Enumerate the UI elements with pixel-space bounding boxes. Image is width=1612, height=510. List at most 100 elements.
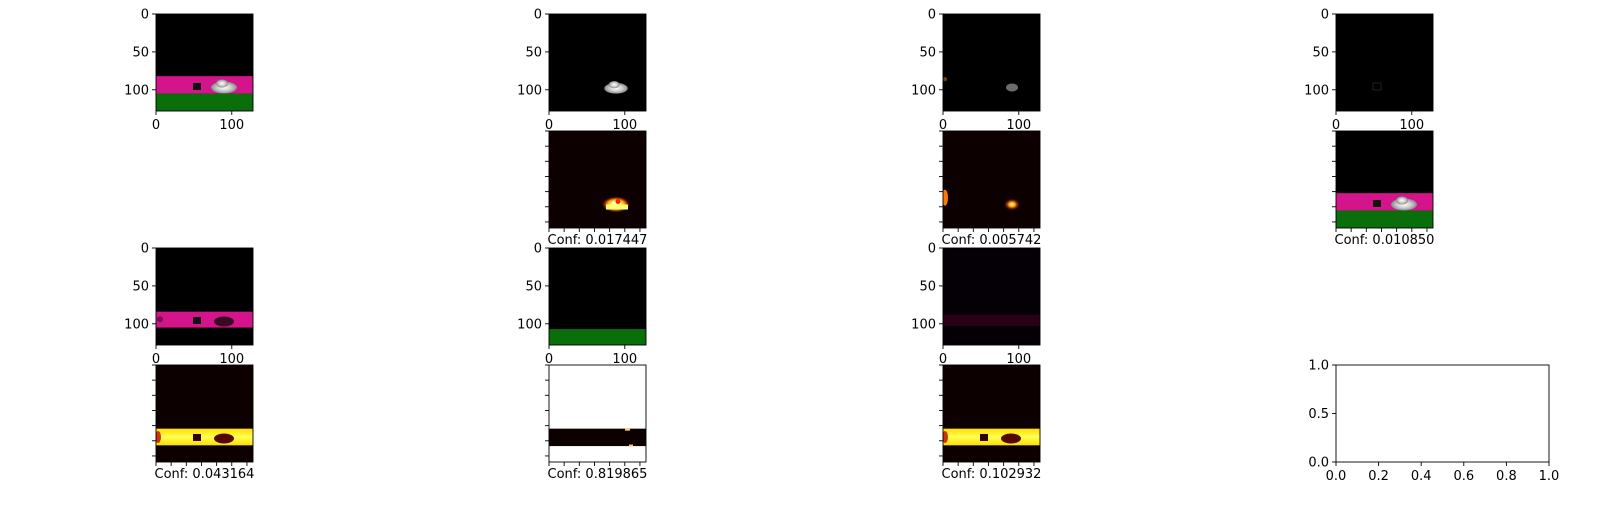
subplot-r2-c3: Conf: 0.005742 (939, 130, 1042, 248)
road-faint (943, 314, 1040, 327)
confidence-caption: Conf: 0.819865 (548, 467, 648, 482)
axes-frame (1335, 130, 1434, 229)
x-tick-label: 100 (612, 352, 637, 367)
car-faint (1006, 83, 1018, 92)
axes-frame (155, 364, 254, 463)
heat-object (980, 433, 988, 441)
confidence-caption: Conf: 0.017447 (548, 233, 648, 248)
heat-peak (615, 198, 621, 204)
axes-frame (548, 247, 647, 346)
faint-object (1372, 82, 1382, 91)
x-tick-label: 0 (939, 118, 947, 133)
x-tick-label: 100 (219, 352, 244, 367)
y-tick-label: 0.0 (1308, 456, 1329, 471)
x-tick-label: 100 (1006, 118, 1031, 133)
grass-region (549, 329, 646, 345)
heatmap-image (943, 131, 1040, 228)
axes-frame (1335, 364, 1550, 463)
heat-background (943, 365, 1040, 462)
heat-edge (943, 189, 948, 206)
x-tick-label: 0 (939, 352, 947, 367)
axes-frame (155, 247, 254, 346)
subplot-r4-c2: Conf: 0.819865 (545, 364, 648, 482)
y-tick-label: 100 (124, 317, 149, 332)
heat-background (549, 131, 646, 228)
subplot-r1-c2: 0 50 100 0 100 (517, 8, 647, 133)
heat-road-band (156, 428, 253, 446)
y-tick-label: 100 (911, 83, 936, 98)
x-tick-label: 100 (612, 118, 637, 133)
grass-region (1336, 210, 1433, 228)
heat-fleck (625, 428, 630, 431)
heatmap-image (943, 365, 1040, 462)
car-roof (608, 81, 620, 89)
y-tick-label: 50 (1312, 45, 1329, 60)
y-tick-label: 1.0 (1308, 359, 1329, 374)
road-region (156, 76, 253, 94)
car-shadow (214, 316, 234, 327)
axes-frame (548, 364, 647, 463)
axes-frame (942, 130, 1041, 229)
x-tick-label: 0 (545, 352, 553, 367)
axes-frame (548, 130, 647, 229)
segmentation-image (943, 248, 1040, 345)
confidence-caption: Conf: 0.043164 (155, 467, 255, 482)
segmentation-image (549, 248, 646, 345)
heat-edge (156, 430, 161, 443)
y-tick-label: 0 (1321, 8, 1329, 23)
road-region (156, 311, 253, 328)
axes-frame (1335, 13, 1434, 112)
heat-background (549, 365, 646, 462)
heat-edge (943, 430, 948, 443)
y-tick-label: 100 (124, 83, 149, 98)
y-tick-label: 50 (919, 279, 936, 294)
segmentation-image (1336, 14, 1433, 111)
x-tick-label: 100 (1399, 118, 1424, 133)
dark-object (193, 82, 201, 90)
x-tick-label: 0.6 (1453, 469, 1474, 484)
segmentation-image (1336, 131, 1433, 228)
y-tick-label: 50 (132, 45, 149, 60)
y-tick-label: 100 (1304, 83, 1329, 98)
axes-frame (942, 13, 1041, 112)
segmentation-image (549, 14, 646, 111)
subplot-r2-c4: Conf: 0.010850 (1332, 130, 1435, 248)
y-tick-label: 50 (525, 45, 542, 60)
heat-object (193, 433, 201, 441)
background (943, 14, 1040, 111)
segmentation-image (156, 248, 253, 345)
dark-object (1373, 199, 1381, 207)
background (549, 248, 646, 345)
x-tick-label: 0 (1332, 118, 1340, 133)
y-tick-label: 100 (517, 83, 542, 98)
confidence-caption: Conf: 0.010850 (1335, 233, 1435, 248)
axes-frame (155, 13, 254, 112)
x-tick-label: 0 (545, 118, 553, 133)
confidence-caption: Conf: 0.005742 (942, 233, 1042, 248)
y-tick-label: 0 (534, 242, 542, 257)
y-tick-label: 100 (517, 317, 542, 332)
edge-blob (943, 77, 947, 82)
grass-region (156, 93, 253, 111)
x-tick-label: 0 (152, 118, 160, 133)
heat-core (606, 204, 628, 210)
subplot-r1-c3: 0 50 100 0 100 (911, 8, 1041, 133)
subplot-r2-c2: Conf: 0.017447 (545, 130, 648, 248)
background (1336, 14, 1433, 111)
y-tick-label: 100 (911, 317, 936, 332)
segmentation-image (943, 14, 1040, 111)
y-tick-label: 0 (534, 8, 542, 23)
background (943, 248, 1040, 345)
dark-object (193, 316, 201, 324)
x-tick-label: 100 (219, 118, 244, 133)
heat-car (1001, 433, 1021, 444)
subplot-r4-c1: Conf: 0.043164 (152, 364, 255, 482)
y-tick-label: 50 (132, 279, 149, 294)
x-tick-label: 100 (1006, 352, 1031, 367)
subplot-r4-c4: 0.0 0.2 0.4 0.6 0.8 1.0 0.0 0.5 1.0 (1308, 359, 1559, 485)
car-roof (216, 79, 228, 88)
y-tick-label: 0 (928, 8, 936, 23)
y-tick-label: 50 (525, 279, 542, 294)
heat-car (214, 433, 234, 444)
